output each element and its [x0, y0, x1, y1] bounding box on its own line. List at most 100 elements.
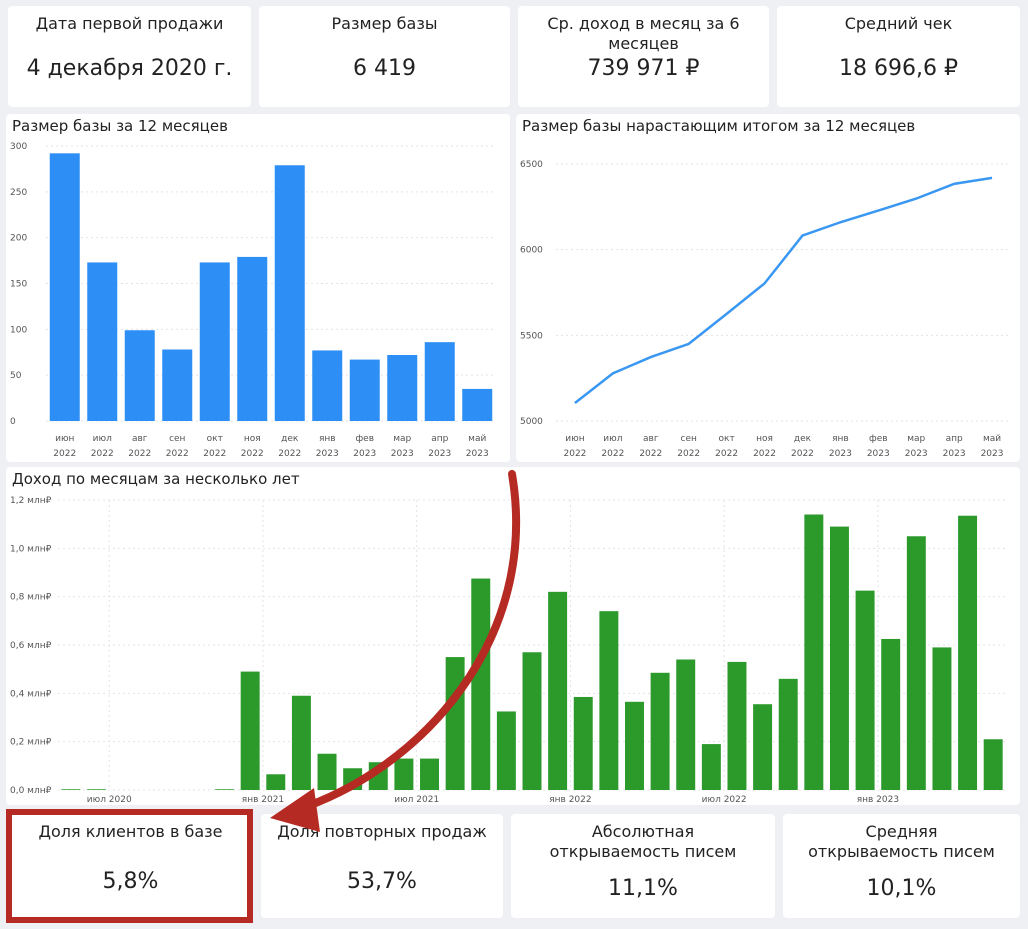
x-tick-label: фев	[355, 434, 374, 444]
bar	[906, 536, 926, 790]
bar-chart-base-size: 0 50 100 150 200 250 300 июн 2022 июл 2022 авг 2022 с…	[10, 142, 496, 459]
bar	[349, 359, 380, 421]
x-tick-label: фев	[869, 434, 888, 444]
kpi-value: 18 696,6 ₽	[839, 56, 958, 81]
bar	[162, 349, 193, 421]
kpi-title: Доля клиентов в базе	[38, 822, 223, 841]
bar	[727, 661, 747, 790]
x-tick-label: сен	[681, 434, 697, 444]
y-tick-label: 50	[10, 371, 22, 381]
x-tick-label: июл	[93, 434, 112, 444]
bar	[237, 256, 268, 421]
x-tick-year: 2022	[715, 449, 738, 459]
bar	[215, 789, 235, 790]
bar	[274, 165, 305, 421]
kpi-card-first-sale-date: Дата первой продажи 4 декабря 2020 г.	[8, 6, 251, 107]
y-tick-label: 100	[10, 325, 27, 335]
x-tick-year: 2022	[564, 449, 587, 459]
x-tick-label: июн	[565, 434, 584, 444]
bar	[420, 758, 439, 790]
bar	[394, 758, 414, 790]
x-tick-year: 2023	[829, 449, 852, 459]
x-tick-label: янв	[832, 434, 849, 444]
kpi-value: 5,8%	[102, 869, 159, 894]
y-tick-label: 0,4 млн₽	[10, 689, 52, 699]
line-chart-base-cumulative: 5000 5500 6000 6500 июн 2022 июл 2022 авг 2022 сен…	[520, 160, 1011, 459]
x-tick-label: янв 2022	[549, 795, 591, 805]
bar	[343, 768, 363, 790]
bar	[701, 744, 721, 790]
x-tick-year: 2022	[753, 449, 776, 459]
bar	[573, 696, 593, 790]
bar	[312, 350, 343, 421]
bar	[462, 388, 493, 421]
kpi-card-repeat-sales: Доля повторных продаж 53,7%	[261, 814, 503, 918]
x-tick-label: сен	[169, 434, 185, 444]
x-tick-year: 2022	[639, 449, 662, 459]
bar	[87, 262, 118, 421]
bar	[829, 526, 849, 790]
x-tick-label: ноя	[756, 434, 773, 444]
y-tick-label: 5500	[520, 331, 543, 341]
bar	[368, 762, 388, 790]
bar	[548, 591, 568, 790]
kpi-card-avg-check: Средний чек 18 696,6 ₽	[777, 6, 1020, 107]
x-tick-label: дек	[281, 434, 299, 444]
y-tick-label: 150	[10, 280, 27, 290]
x-tick-label: янв 2021	[242, 795, 284, 805]
y-tick-label: 0,8 млн₽	[10, 593, 52, 603]
chart-panel-base-cumulative: Размер базы нарастающим итогом за 12 мес…	[516, 114, 1020, 462]
x-tick-year: 2022	[791, 449, 814, 459]
bar	[496, 711, 516, 790]
x-tick-year: 2023	[981, 449, 1004, 459]
bar	[881, 638, 901, 790]
x-tick-year: 2022	[203, 449, 226, 459]
kpi-value: 739 971 ₽	[587, 56, 700, 81]
x-tick-year: 2023	[943, 449, 966, 459]
kpi-value: 6 419	[353, 56, 416, 81]
bar	[49, 153, 80, 422]
x-tick-label: апр	[946, 434, 963, 444]
x-tick-label: ноя	[244, 434, 261, 444]
y-tick-label: 300	[10, 142, 27, 152]
x-tick-year: 2022	[677, 449, 700, 459]
x-tick-year: 2023	[316, 449, 339, 459]
x-tick-year: 2023	[353, 449, 376, 459]
kpi-title: Дата первой продажи	[35, 14, 224, 33]
x-tick-label: июн	[55, 434, 74, 444]
x-tick-label: дек	[794, 434, 812, 444]
bar-chart-income: 0,0 млн₽ 0,2 млн₽ 0,4 млн₽ 0,6 млн₽ 0,8 млн₽…	[10, 496, 1006, 805]
bar	[291, 695, 311, 790]
bar	[86, 789, 106, 790]
bar	[855, 590, 875, 790]
y-tick-label: 0,6 млн₽	[10, 641, 52, 651]
y-tick-label: 200	[10, 234, 27, 244]
y-tick-label: 0,2 млн₽	[10, 738, 52, 748]
x-tick-label: мар	[907, 434, 925, 444]
kpi-card-client-share: Доля клиентов в базе 5,8%	[8, 814, 253, 918]
bar	[650, 672, 670, 790]
bar	[445, 657, 465, 790]
series-line	[574, 176, 993, 404]
bar	[471, 578, 491, 790]
x-tick-label: май	[983, 434, 1001, 444]
x-tick-label: авг	[643, 434, 659, 444]
x-tick-label: июл 2021	[394, 795, 439, 805]
bar	[625, 701, 644, 790]
bar	[753, 704, 773, 790]
x-tick-label: июл 2022	[702, 795, 747, 805]
bar	[199, 262, 230, 421]
x-tick-label: окт	[719, 434, 735, 444]
x-tick-year: 2022	[241, 449, 264, 459]
kpi-card-base-size: Размер базы 6 419	[259, 6, 510, 107]
bar	[387, 355, 418, 421]
bar	[804, 514, 824, 790]
bar	[778, 678, 798, 790]
bar	[676, 659, 696, 790]
x-tick-year: 2023	[905, 449, 928, 459]
bar	[124, 330, 155, 421]
x-tick-year: 2023	[428, 449, 451, 459]
x-tick-label: окт	[207, 434, 223, 444]
x-tick-label: апр	[431, 434, 448, 444]
bar	[958, 515, 978, 790]
